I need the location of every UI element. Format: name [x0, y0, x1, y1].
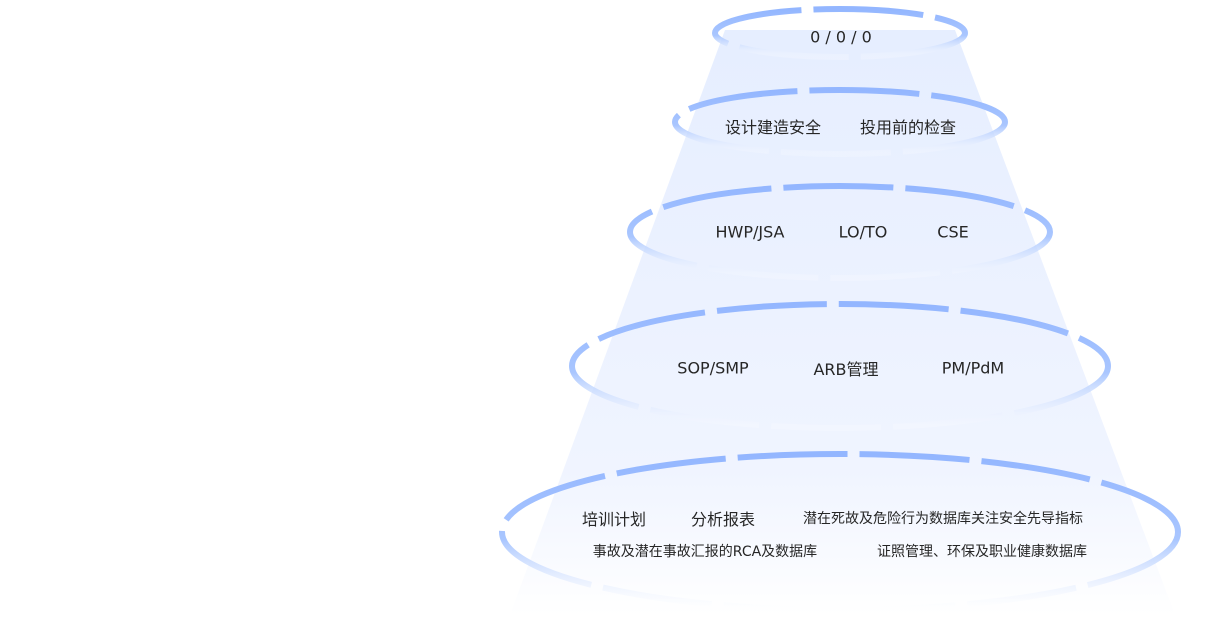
- ring-level-1: [712, 6, 968, 60]
- level-5-item: 分析报表: [690, 510, 756, 529]
- level-3-item: CSE: [937, 222, 969, 242]
- ring-level-3: [627, 183, 1053, 281]
- ring-level-2: [672, 87, 1008, 157]
- level-2-item: 投用前的检查: [859, 118, 957, 137]
- ring-level-5: [499, 451, 1181, 613]
- level-4-item: PM/PdM: [941, 358, 1005, 378]
- cone-background: [510, 30, 1175, 615]
- level-1-label: 0 / 0 / 0: [810, 27, 872, 47]
- level-5-item: 培训计划: [581, 510, 647, 529]
- level-2-item: 设计建造安全: [724, 118, 822, 137]
- level-4-item: ARB管理: [813, 360, 879, 379]
- level-5-item: 事故及潜在事故汇报的RCA及数据库: [592, 544, 818, 560]
- level-5-item: 潜在死故及危险行为数据库关注安全先导指标: [803, 511, 1083, 527]
- level-4-item: SOP/SMP: [677, 358, 749, 378]
- ring-level-4: [569, 301, 1111, 431]
- level-3-item: HWP/JSA: [715, 222, 785, 242]
- level-3-item: LO/TO: [838, 222, 888, 242]
- level-5-item: 证照管理、环保及职业健康数据库: [877, 544, 1087, 560]
